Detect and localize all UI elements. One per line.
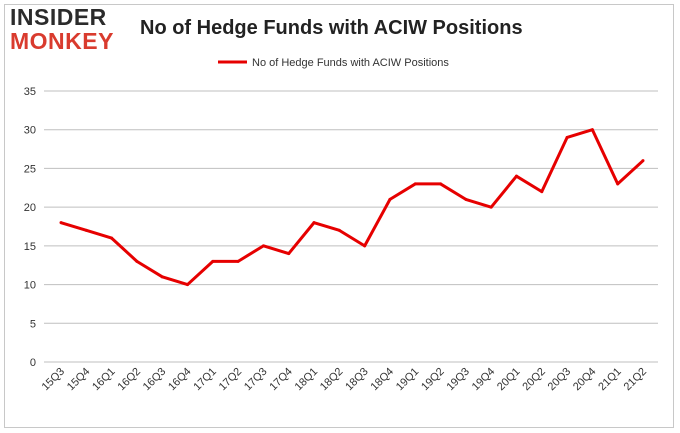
data-point — [211, 259, 215, 263]
y-tick-label: 5 — [30, 318, 36, 330]
data-point — [59, 221, 63, 225]
data-point — [489, 205, 493, 209]
x-tick-label: 20Q3 — [546, 366, 574, 394]
x-tick-label: 20Q4 — [571, 366, 599, 394]
x-tick-label: 17Q3 — [242, 366, 270, 394]
x-tick-label: 19Q3 — [444, 366, 472, 394]
data-point — [261, 244, 265, 248]
x-tick-label: 18Q2 — [318, 366, 346, 394]
x-tick-label: 20Q2 — [520, 366, 548, 394]
data-point — [135, 259, 139, 263]
data-point — [514, 174, 518, 178]
x-tick-label: 17Q2 — [217, 366, 245, 394]
x-tick-label: 21Q1 — [596, 366, 624, 394]
y-tick-label: 35 — [24, 86, 36, 98]
data-point — [110, 236, 114, 240]
logo-bottom-text: MONKEY — [10, 28, 114, 54]
x-tick-label: 20Q1 — [495, 366, 523, 394]
data-point — [413, 182, 417, 186]
chart-title: No of Hedge Funds with ACIW Positions — [140, 17, 523, 39]
y-tick-label: 25 — [24, 163, 36, 175]
x-tick-label: 21Q2 — [622, 366, 650, 394]
data-point — [540, 190, 544, 194]
data-point — [186, 283, 190, 287]
y-tick-label: 30 — [24, 125, 36, 137]
x-tick-label: 18Q4 — [369, 366, 397, 394]
data-point — [84, 228, 88, 232]
data-point — [363, 244, 367, 248]
x-tick-label: 19Q4 — [470, 366, 498, 394]
x-tick-label: 16Q4 — [166, 366, 194, 394]
data-point — [337, 228, 341, 232]
insider-monkey-logo: INSIDER MONKEY — [10, 6, 130, 53]
data-point — [616, 182, 620, 186]
x-tick-label: 16Q2 — [116, 366, 144, 394]
x-tick-label: 18Q1 — [293, 366, 321, 394]
data-point — [565, 135, 569, 139]
x-tick-label: 19Q1 — [394, 366, 422, 394]
chart-frame — [4, 4, 674, 428]
data-point — [287, 252, 291, 256]
legend-label: No of Hedge Funds with ACIW Positions — [252, 57, 449, 69]
series-layer — [59, 128, 645, 287]
x-tick-label: 17Q4 — [267, 366, 295, 394]
y-tick-label: 10 — [24, 280, 36, 292]
x-tick-label: 16Q3 — [141, 366, 169, 394]
x-tick-label: 15Q3 — [40, 366, 68, 394]
data-point — [464, 197, 468, 201]
data-point — [236, 259, 240, 263]
gridlines — [44, 90, 658, 363]
data-point — [388, 197, 392, 201]
legend: No of Hedge Funds with ACIW Positions — [218, 57, 449, 69]
data-point — [160, 275, 164, 279]
x-tick-label: 19Q2 — [419, 366, 447, 394]
y-tick-label: 0 — [30, 357, 36, 369]
x-tick-label: 15Q4 — [65, 366, 93, 394]
data-point — [641, 159, 645, 163]
x-axis-ticks: 15Q315Q416Q116Q216Q316Q417Q117Q217Q317Q4… — [40, 366, 650, 394]
x-tick-label: 17Q1 — [191, 366, 219, 394]
x-tick-label: 16Q1 — [90, 366, 118, 394]
data-point — [590, 128, 594, 132]
data-point — [439, 182, 443, 186]
series-line-0 — [60, 128, 645, 287]
y-tick-label: 15 — [24, 241, 36, 253]
logo-top-text: INSIDER — [10, 4, 107, 30]
y-axis-ticks: 0 5 10 15 20 25 30 35 — [24, 86, 36, 369]
data-point — [312, 221, 316, 225]
y-tick-label: 20 — [24, 202, 36, 214]
x-tick-label: 18Q3 — [343, 366, 371, 394]
